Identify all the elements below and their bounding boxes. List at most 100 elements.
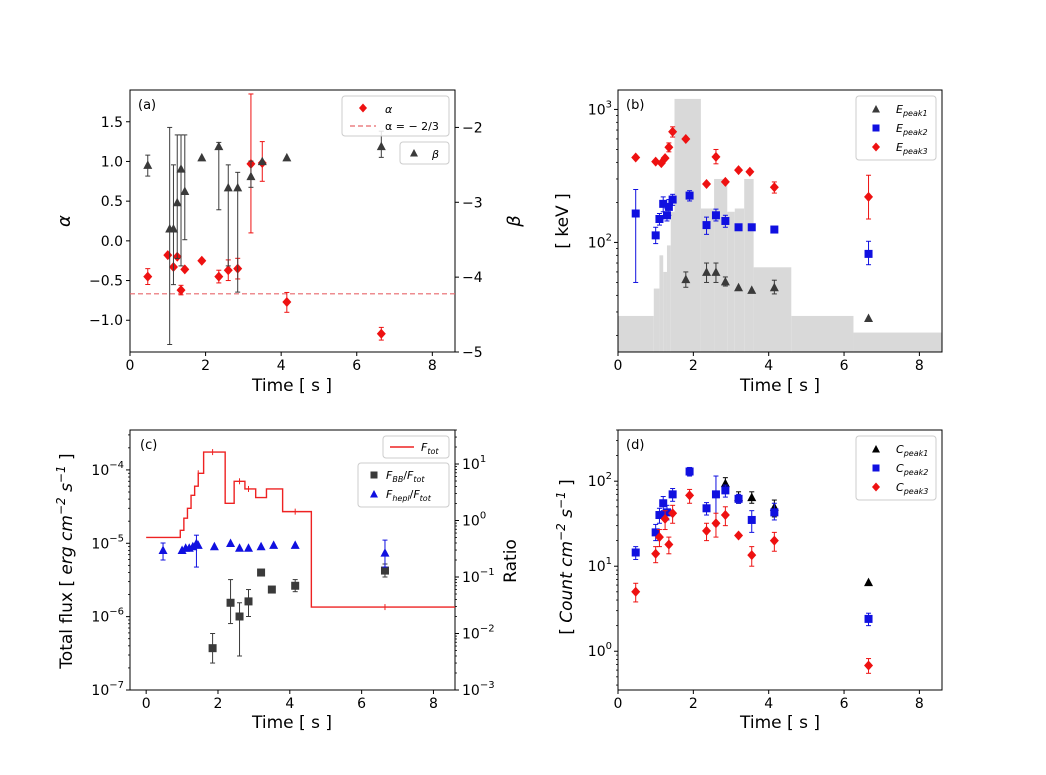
panel-d-legend-text-part: C xyxy=(896,443,904,456)
panel-d-ytick-label-base: 10 xyxy=(588,474,606,490)
panel-c-legend-text-part: F xyxy=(413,488,420,501)
panel-a-alpha-point xyxy=(197,255,207,266)
panel-b-E_peak1-point xyxy=(769,282,779,292)
panel-a-beta-point xyxy=(257,156,267,166)
panel-a-xtick-label: 4 xyxy=(277,358,286,374)
panel-a-alpha-point xyxy=(376,328,386,339)
panel-a-beta-point xyxy=(172,197,182,207)
panel-c-ytick-right-label: 100 xyxy=(462,511,486,530)
panel-d-axes-frame xyxy=(617,429,943,691)
panel-c-legend-ftot-text-part: tot xyxy=(427,447,439,456)
panel-c-xtick-label: 4 xyxy=(285,696,294,712)
panel-c-legend-marker xyxy=(370,490,378,498)
panel-a-legend-alpha-text: α xyxy=(385,103,393,116)
panel-b-E_peak2-point xyxy=(864,249,873,258)
panel-d-C_peak3-point xyxy=(711,518,721,529)
panel-c-legend-text-part: / xyxy=(403,469,407,482)
panel-d-C_peak2-point xyxy=(721,486,730,495)
panel-b-light-curve-bin xyxy=(753,267,792,352)
panel-b-legend-marker xyxy=(872,105,880,113)
panel-c-ylabel-sup1: −2 xyxy=(54,497,68,515)
panel-b-light-curve-bin xyxy=(659,255,664,352)
panel-b-xlabel: Time [ s ] xyxy=(739,376,820,396)
panel-d-C_peak3-point xyxy=(660,513,670,524)
panel-d-xtick-label: 8 xyxy=(915,696,924,712)
panel-b-E_peak1-point xyxy=(681,274,691,284)
panel-a-legend-beta-text: β xyxy=(431,148,439,161)
panel-c-ytick-right-label-exp: −3 xyxy=(480,680,495,691)
panel-c-ytick-label-base: 10 xyxy=(91,536,109,552)
panel-c-ytick-right-label-base: 10 xyxy=(462,627,480,643)
panel-c-F_hepl/F_tot-point xyxy=(193,540,203,549)
panel-a-alpha-point xyxy=(143,271,153,282)
panel-c-legend-text: Fhepl/Ftot xyxy=(386,488,432,503)
panel-a-ytick-right-label: −2 xyxy=(462,120,483,136)
panel-a-ytick-label: −1.0 xyxy=(89,313,123,329)
panel-b-legend-text-part: E xyxy=(896,141,903,154)
panel-c-legend-text-part: F xyxy=(407,469,414,482)
panel-b-xtick-label: 4 xyxy=(764,358,773,374)
panel-d-ytick-label-base: 10 xyxy=(588,559,606,575)
panel-d-xtick-label: 6 xyxy=(840,696,849,712)
panel-c-ylabel-text: Total flux [ xyxy=(57,575,77,670)
panel-d-legend-text: Cpeak2 xyxy=(896,462,928,477)
panel-c-F_hepl/F_tot-point xyxy=(244,543,254,552)
panel-d-C_peak3-point xyxy=(747,550,757,561)
panel-a-legend-beta-marker xyxy=(410,149,418,157)
panel-b-E_peak2-point xyxy=(685,191,694,200)
panel-b-E_peak3-point xyxy=(631,152,641,163)
panel-b-E_peak1-point xyxy=(720,276,730,286)
panel-b-E_peak3-point xyxy=(720,176,730,187)
panel-c-ytick-right-label-exp: 0 xyxy=(480,511,486,522)
panel-a-ylabel-right: β xyxy=(504,215,525,228)
panel-b-E_peak2-point xyxy=(668,195,677,204)
panel-c-legend-text-part: F xyxy=(386,488,393,501)
panel-a-beta-point xyxy=(176,164,186,173)
panel-c-legend-ftot-text-part: F xyxy=(421,441,428,454)
panel-b-E_peak2-point xyxy=(664,202,673,211)
panel-b-E_peak3-point xyxy=(769,182,779,193)
panel-b-light-curve-bin xyxy=(744,178,754,352)
panel-d-ytick-label-exp: 2 xyxy=(606,471,612,482)
panel-d-label: (d) xyxy=(626,438,644,453)
panel-b-ytick-label: 103 xyxy=(588,99,612,118)
panel-c-ytick-right-label-base: 10 xyxy=(462,683,480,699)
panel-c-F_hepl/F_tot-point xyxy=(158,545,168,555)
panel-b-light-curve-bin xyxy=(666,245,671,352)
panel-c-legend-marker xyxy=(370,471,378,479)
panel-c-ytick-label: 10−7 xyxy=(91,680,124,699)
panel-c-ytick-right-label-exp: −2 xyxy=(480,624,495,635)
panel-d-legend-marker xyxy=(872,464,880,472)
panel-b-ytick-label-base: 10 xyxy=(588,235,606,251)
panel-c-label: (c) xyxy=(140,438,157,453)
panel-b-light-curve-bin xyxy=(734,208,745,352)
panel-d-C_peak3-point xyxy=(654,532,664,543)
panel-a-beta-point xyxy=(143,160,153,169)
panel-b-E_peak3-point xyxy=(681,133,691,144)
panel-c-F_BB/F_tot-point xyxy=(257,568,266,577)
panel-c-F_hepl/F_tot-point xyxy=(380,548,390,557)
panel-b-E_peak1-point xyxy=(734,282,744,292)
panel-b-E_peak3-point xyxy=(668,126,678,137)
panel-d-C_peak2-point xyxy=(747,515,756,524)
panel-d-ylabel-unit-a: Count cm xyxy=(557,541,577,623)
panel-c-F_hepl/F_tot-point xyxy=(235,543,245,552)
panel-c-F_hepl/F_tot-point xyxy=(209,541,219,551)
panel-c-legend-ftot-text: Ftot xyxy=(421,441,439,456)
panel-d-C_peak2-point xyxy=(655,511,664,520)
panel-b-E_peak2-point xyxy=(631,209,640,218)
panel-d-legend-text-part: peak3 xyxy=(903,487,929,496)
panel-d-ylabel-text: [ xyxy=(557,623,577,635)
panel-b-ylabel: [ keV ] xyxy=(553,193,573,248)
panel-c-F_BB/F_tot-point xyxy=(291,581,300,590)
panel-d-C_peak2-point xyxy=(651,528,660,537)
panel-b-legend-marker xyxy=(872,142,880,152)
panel-c-legend-mid xyxy=(357,462,450,508)
panel-d-legend-text: Cpeak3 xyxy=(896,481,928,496)
panel-d-legend-text-part: C xyxy=(896,481,904,494)
panel-b-E_peak3-point xyxy=(864,191,874,202)
panel-c-F_hepl/F_tot-point xyxy=(177,545,187,555)
panel-c-ftot-step-line xyxy=(146,451,455,608)
panel-a-alpha-point xyxy=(176,285,186,296)
panel-b-legend-text-part: peak3 xyxy=(902,147,928,156)
